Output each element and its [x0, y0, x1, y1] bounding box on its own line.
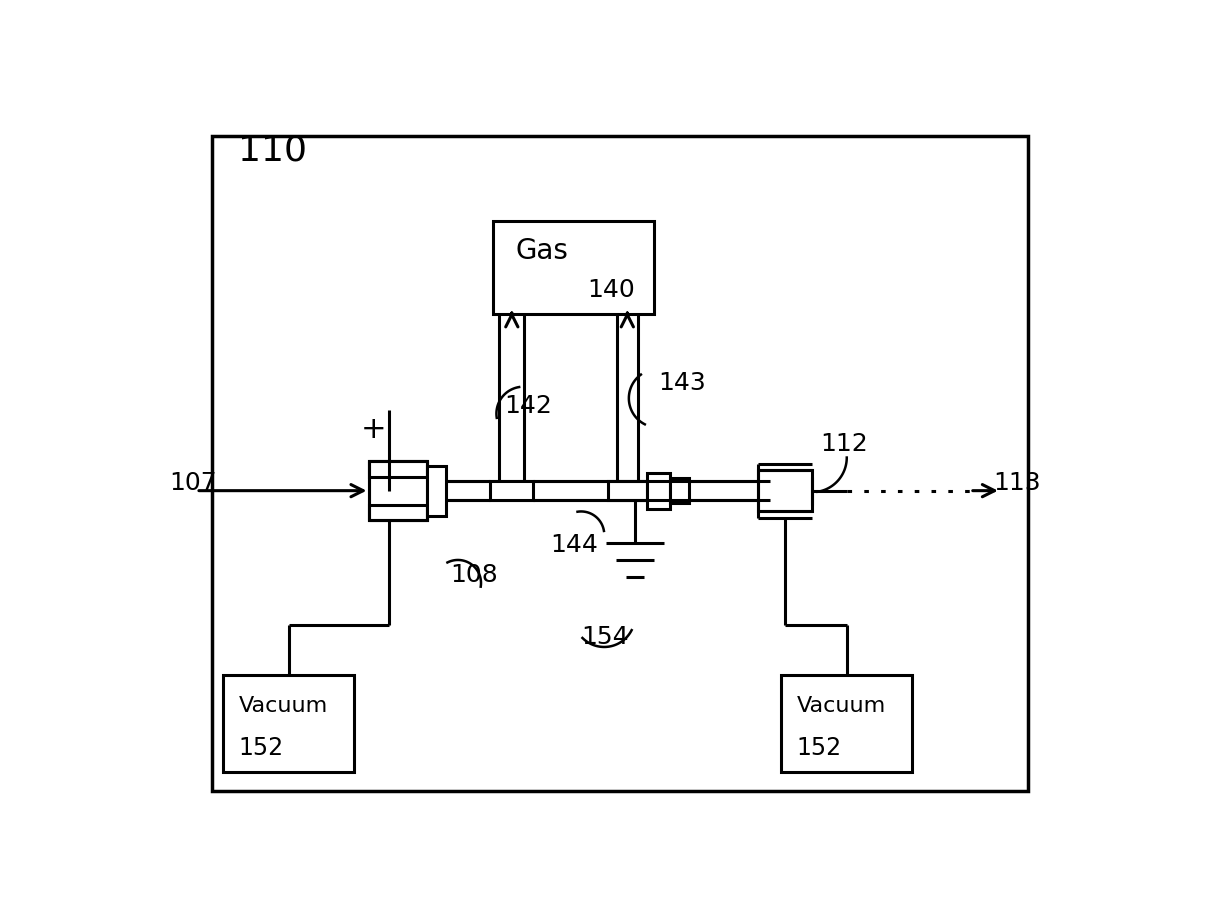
Text: 152: 152: [239, 735, 283, 760]
FancyBboxPatch shape: [608, 481, 646, 500]
Text: 143: 143: [658, 371, 706, 395]
Text: 144: 144: [550, 532, 598, 557]
FancyBboxPatch shape: [369, 461, 427, 477]
Text: 113: 113: [993, 471, 1041, 495]
FancyBboxPatch shape: [427, 466, 446, 516]
FancyBboxPatch shape: [369, 505, 427, 520]
FancyBboxPatch shape: [223, 675, 355, 772]
FancyBboxPatch shape: [491, 481, 533, 500]
FancyBboxPatch shape: [211, 136, 1028, 791]
FancyBboxPatch shape: [369, 461, 427, 520]
Text: 140: 140: [587, 278, 636, 302]
FancyBboxPatch shape: [646, 472, 669, 509]
FancyBboxPatch shape: [781, 675, 912, 772]
Text: 107: 107: [169, 471, 217, 495]
Text: +: +: [361, 414, 386, 444]
Text: 110: 110: [239, 133, 308, 167]
Text: 154: 154: [581, 625, 628, 649]
FancyBboxPatch shape: [492, 221, 655, 313]
Text: 152: 152: [797, 735, 842, 760]
Text: 142: 142: [504, 394, 552, 418]
Text: Gas: Gas: [516, 237, 568, 265]
FancyBboxPatch shape: [759, 470, 812, 512]
Text: 112: 112: [820, 433, 867, 457]
Text: Vacuum: Vacuum: [239, 697, 328, 716]
Text: Vacuum: Vacuum: [797, 697, 886, 716]
FancyBboxPatch shape: [669, 478, 689, 503]
Text: 108: 108: [450, 563, 498, 587]
